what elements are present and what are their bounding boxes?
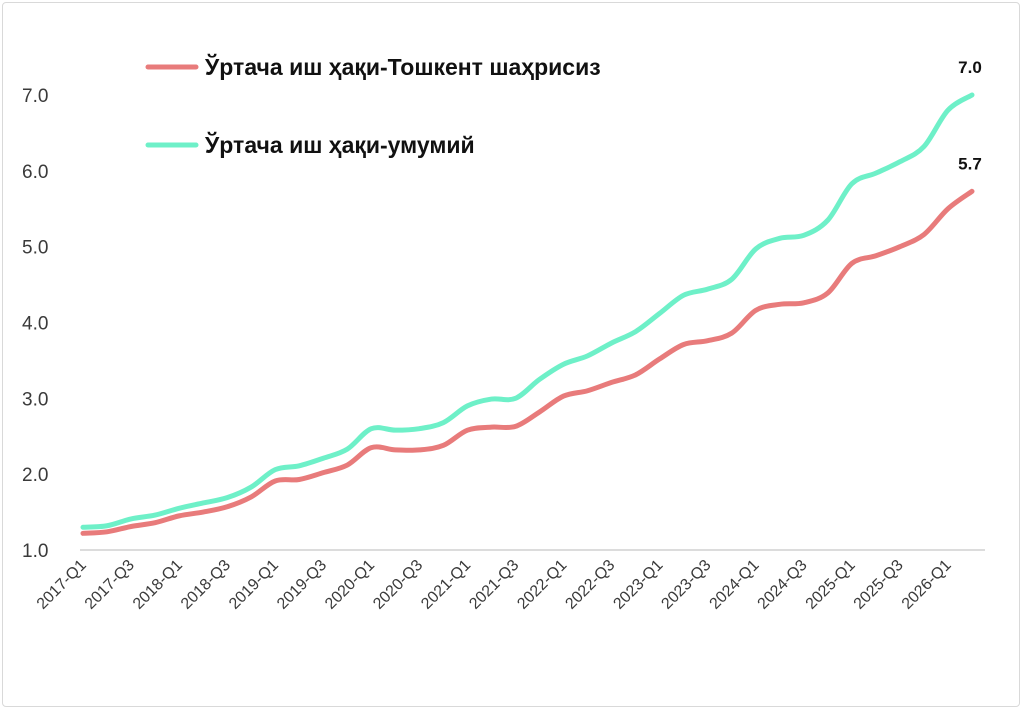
x-tick-label: 2017-Q1 [34, 557, 90, 613]
end-labels: 5.7 7.0 [958, 58, 982, 173]
x-tick-label: 2019-Q1 [226, 557, 282, 613]
x-tick-label: 2021-Q1 [418, 557, 474, 613]
x-tick-label: 2025-Q1 [803, 557, 859, 613]
x-tick-label: 2019-Q3 [274, 557, 330, 613]
end-value-label-2: 7.0 [958, 58, 982, 77]
end-value-label-1: 5.7 [958, 154, 982, 173]
series-lines [80, 92, 975, 536]
legend-label-series-1: Ўртача иш ҳақи-Тошкент шаҳрисиз [204, 53, 601, 80]
x-tick-label: 2024-Q3 [755, 557, 811, 613]
x-tick-label: 2026-Q1 [899, 557, 955, 613]
legend-label-series-2: Ўртача иш ҳақи-умумий [204, 131, 475, 158]
y-tick-label: 2.0 [22, 465, 48, 486]
x-axis-ticks: 2017-Q12017-Q32018-Q12018-Q32019-Q12019-… [34, 557, 955, 613]
x-tick-label: 2023-Q1 [610, 557, 666, 613]
x-tick-label: 2018-Q3 [178, 557, 234, 613]
y-tick-label: 1.0 [22, 541, 48, 562]
series-line-1 [80, 188, 975, 536]
x-tick-label: 2017-Q3 [82, 557, 138, 613]
x-tick-label: 2020-Q1 [322, 557, 378, 613]
y-tick-label: 3.0 [22, 389, 48, 410]
x-tick-label: 2020-Q3 [370, 557, 426, 613]
x-tick-label: 2024-Q1 [707, 557, 763, 613]
legend: Ўртача иш ҳақи-Тошкент шаҳрисиз Ўртача и… [145, 53, 601, 158]
x-tick-label: 2023-Q3 [658, 557, 714, 613]
series-line-2 [80, 92, 975, 530]
y-axis-ticks: 1.0 2.0 3.0 4.0 5.0 6.0 7.0 [22, 86, 48, 562]
y-tick-label: 6.0 [22, 162, 48, 183]
x-tick-label: 2021-Q3 [466, 557, 522, 613]
y-tick-label: 5.0 [22, 238, 48, 259]
x-tick-label: 2022-Q1 [514, 557, 570, 613]
y-tick-label: 7.0 [22, 86, 48, 107]
x-tick-label: 2018-Q1 [130, 557, 186, 613]
x-tick-label: 2022-Q3 [562, 557, 618, 613]
y-tick-label: 4.0 [22, 314, 48, 335]
x-tick-label: 2025-Q3 [851, 557, 907, 613]
